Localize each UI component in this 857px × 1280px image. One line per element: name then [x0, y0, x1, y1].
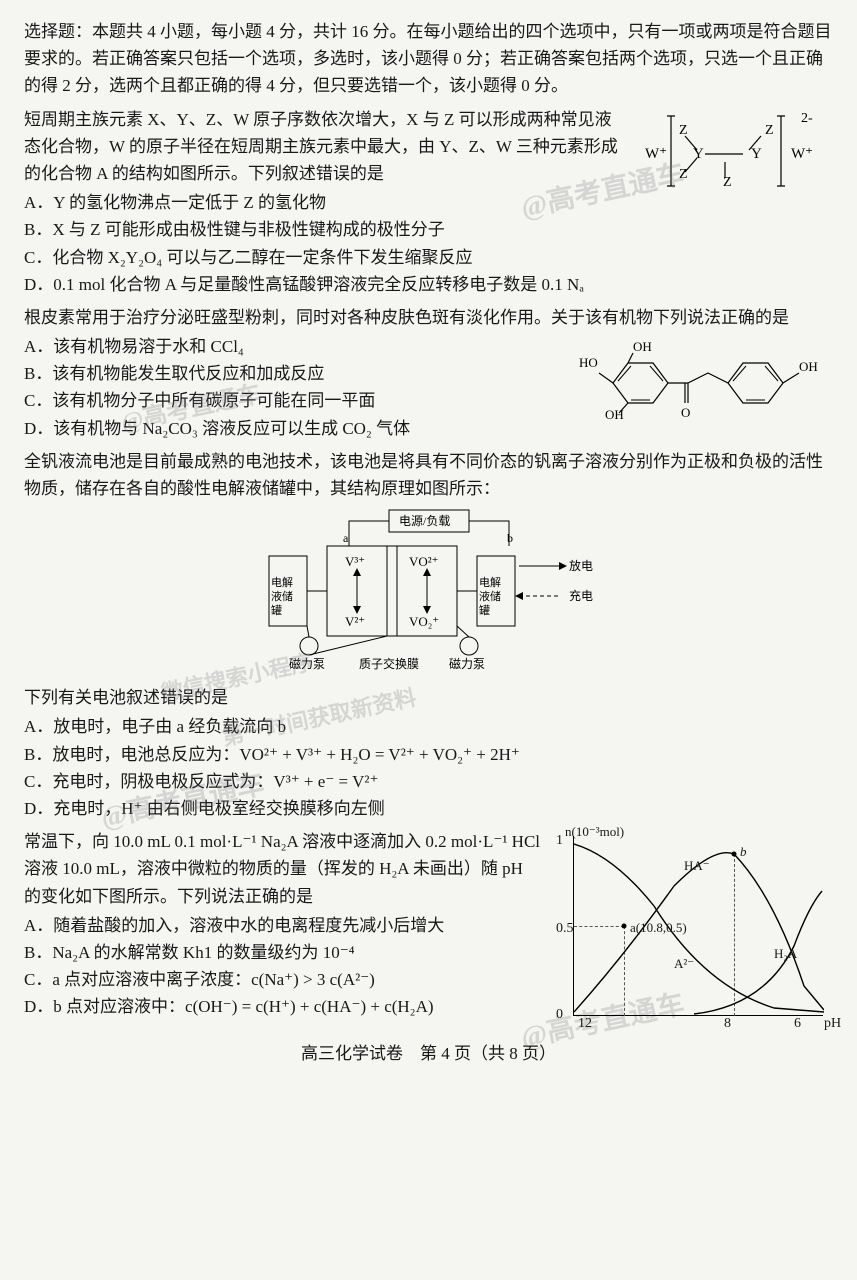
svg-text:Y: Y [693, 146, 704, 162]
question-4: 常温下，向 10.0 mL 0.1 mol·L⁻¹ Na₂A 溶液中逐滴加入 0… [24, 828, 833, 1020]
q4-stem: 常温下，向 10.0 mL 0.1 mol·L⁻¹ Na₂A 溶液中逐滴加入 0… [24, 828, 543, 910]
svg-text:OH: OH [799, 359, 818, 374]
q1-opt-b: B．X 与 Z 可能形成由极性键与非极性键构成的极性分子 [24, 216, 623, 243]
svg-text:b: b [507, 531, 513, 545]
svg-text:VO₂⁺: VO₂⁺ [409, 614, 439, 629]
svg-text:磁力泵: 磁力泵 [449, 656, 485, 671]
svg-text:Z: Z [723, 175, 732, 190]
question-2: 根皮素常用于治疗分泌旺盛型粉刺，同时对各种皮肤色斑有淡化作用。关于该有机物下列说… [24, 304, 833, 442]
q3-stem2: 下列有关电池叙述错误的是 [24, 684, 833, 711]
chart-series-ha: HA⁻ [684, 856, 710, 877]
svg-text:2-: 2- [801, 111, 813, 126]
q2-molecule-diagram: HO OH OH O OH [573, 333, 833, 433]
chart-point-a: a(10.8,0.5) [630, 918, 687, 939]
ytick-0: 0 [556, 1004, 563, 1026]
q2-opt-d: D．该有机物与 Na₂CO₃ 溶液反应可以生成 CO₂ 气体 [24, 415, 563, 442]
svg-text:罐: 罐 [271, 604, 282, 617]
label-top: 电源/负载 [399, 514, 450, 528]
question-3: 全钒液流电池是目前最成熟的电池技术，该电池是将具有不同价态的钒离子溶液分别作为正… [24, 448, 833, 822]
q2-stem: 根皮素常用于治疗分泌旺盛型粉刺，同时对各种皮肤色斑有淡化作用。关于该有机物下列说… [24, 304, 833, 331]
svg-text:放电: 放电 [569, 558, 593, 573]
svg-text:Z: Z [679, 167, 688, 182]
chart-xtitle: pH [824, 1013, 841, 1035]
svg-text:OH: OH [633, 339, 652, 354]
svg-text:磁力泵: 磁力泵 [289, 656, 325, 671]
svg-text:罐: 罐 [479, 604, 490, 617]
q4-opt-a: A．随着盐酸的加入，溶液中水的电离程度先减小后增大 [24, 912, 543, 939]
svg-text:HO: HO [579, 355, 598, 370]
svg-text:a: a [343, 531, 349, 545]
svg-text:W⁺: W⁺ [645, 146, 667, 162]
section-instructions: 选择题：本题共 4 小题，每小题 4 分，共计 16 分。在每小题给出的四个选项… [24, 18, 833, 100]
q3-stem1: 全钒液流电池是目前最成熟的电池技术，该电池是将具有不同价态的钒离子溶液分别作为正… [24, 448, 833, 502]
svg-text:充电: 充电 [569, 588, 593, 603]
svg-text:电解: 电解 [479, 575, 501, 589]
ytick-1: 1 [556, 830, 563, 852]
svg-text:W⁺: W⁺ [791, 146, 813, 162]
chart-series-a2: A²⁻ [674, 954, 694, 975]
q3-opt-b: B．放电时，电池总反应为：VO²⁺ + V³⁺ + H₂O = V²⁺ + VO… [24, 741, 833, 768]
q1-structure-diagram: W⁺ W⁺ 2- Y Y Z Z Z Z [633, 106, 833, 201]
page-footer: 高三化学试卷 第 4 页（共 8 页） [24, 1040, 833, 1067]
svg-text:液储: 液储 [479, 589, 501, 603]
chart-point-b: b [740, 842, 747, 863]
q3-opt-c: C．充电时，阴极电极反应式为：V³⁺ + e⁻ = V²⁺ [24, 768, 833, 795]
q1-stem: 短周期主族元素 X、Y、Z、W 原子序数依次增大，X 与 Z 可以形成两种常见液… [24, 106, 623, 188]
q4-opt-b: B．Na₂A 的水解常数 Kh1 的数量级约为 10⁻⁴ [24, 939, 543, 966]
svg-text:电解: 电解 [271, 575, 293, 589]
q3-opt-a: A．放电时，电子由 a 经负载流向 b [24, 713, 833, 740]
chart-series-h2a: H₂A [774, 944, 797, 965]
question-1: 短周期主族元素 X、Y、Z、W 原子序数依次增大，X 与 Z 可以形成两种常见液… [24, 106, 833, 298]
svg-text:Y: Y [751, 146, 762, 162]
svg-text:V²⁺: V²⁺ [345, 614, 365, 629]
ytick-05: 0.5 [556, 918, 574, 940]
q3-battery-diagram: 电源/负载 a b 电解 液储 罐 V³⁺ V²⁺ VO²⁺ VO₂⁺ [249, 506, 609, 676]
q1-opt-c: C．化合物 X₂Y₂O₄ 可以与乙二醇在一定条件下发生缩聚反应 [24, 244, 623, 271]
svg-text:Z: Z [679, 123, 688, 138]
svg-text:液储: 液储 [271, 589, 293, 603]
svg-text:VO²⁺: VO²⁺ [409, 554, 439, 569]
q4-opt-c: C．a 点对应溶液中离子浓度：c(Na⁺) > 3 c(A²⁻) [24, 966, 543, 993]
svg-text:V³⁺: V³⁺ [345, 554, 365, 569]
q2-opt-a: A．该有机物易溶于水和 CCl₄ [24, 333, 563, 360]
svg-text:质子交换膜: 质子交换膜 [359, 656, 419, 671]
q1-opt-d: D．0.1 mol 化合物 A 与足量酸性高锰酸钾溶液完全反应转移电子数是 0.… [24, 271, 833, 298]
svg-text:Z: Z [765, 123, 774, 138]
svg-text:OH: OH [605, 407, 624, 422]
q2-opt-b: B．该有机物能发生取代反应和加成反应 [24, 360, 563, 387]
q4-chart: n(10⁻³mol) 1 0.5 0 12 8 6 pH [553, 828, 833, 1016]
q3-opt-d: D．充电时，H⁺ 由右侧电极室经交换膜移向左侧 [24, 795, 833, 822]
svg-text:O: O [681, 405, 690, 420]
q1-opt-a: A．Y 的氢化物沸点一定低于 Z 的氢化物 [24, 189, 623, 216]
q2-opt-c: C．该有机物分子中所有碳原子可能在同一平面 [24, 387, 563, 414]
q4-opt-d: D．b 点对应溶液中：c(OH⁻) = c(H⁺) + c(HA⁻) + c(H… [24, 993, 543, 1020]
